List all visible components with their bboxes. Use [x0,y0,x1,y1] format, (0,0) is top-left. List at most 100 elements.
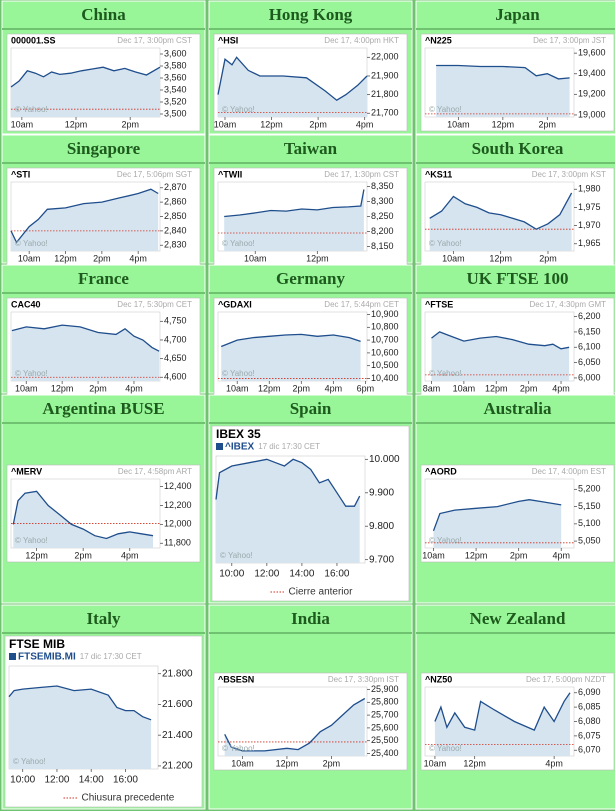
price-line [434,692,571,731]
watermark: © Yahoo! [429,239,462,248]
y-tick-label: 6,200 [578,311,601,321]
x-tick-label: 12:00 [44,775,69,786]
timestamp: Dec 17, 3:00pm KST [532,170,606,179]
y-tick-label: 6,070 [578,745,601,755]
x-tick-label: 12pm [65,119,88,129]
y-tick-label: 3,520 [164,96,187,106]
x-tick-label: 4pm [121,550,139,560]
x-tick-label: 10:00 [10,775,35,786]
timestamp: 17 dic 17:30 CET [80,652,142,661]
y-tick-label: 25,500 [371,735,399,745]
watermark: © Yahoo! [13,757,46,766]
x-tick-label: 12pm [54,253,77,263]
timestamp: 17 dic 17:30 CET [258,442,320,451]
y-tick-label: 10,700 [371,334,399,344]
x-tick-label: 12pm [489,253,512,263]
timestamp: Dec 17, 4:00pm EST [532,467,606,476]
y-tick-label: 6,090 [578,687,601,697]
y-tick-label: 4,600 [164,372,187,382]
area [431,331,570,381]
y-tick-label: 6,075 [578,730,601,740]
y-tick-label: 2,870 [164,182,187,192]
y-tick-label: 25,800 [371,697,399,707]
timestamp: Dec 17, 1:30pm CST [324,170,399,179]
x-tick-label: 10am [231,758,254,768]
price-line [431,331,570,350]
area [221,334,361,381]
area [216,459,360,563]
cell-title: UK FTSE 100 [466,269,568,288]
y-tick-label: 1,970 [578,220,601,230]
y-tick-label: 6,100 [578,342,601,352]
x-tick-label: 4pm [325,383,343,393]
x-tick-label: 10:00 [219,569,244,580]
y-tick-label: 21.400 [162,730,193,741]
y-tick-label: 10,400 [371,373,399,383]
watermark: © Yahoo! [220,551,253,560]
x-tick-label: 10am [226,383,249,393]
area [224,189,364,251]
y-tick-label: 9.800 [369,521,394,532]
y-tick-label: 8,250 [371,211,394,221]
x-tick-label: 10am [214,119,237,129]
symbol: ^FTSE [425,299,453,309]
y-tick-label: 5,150 [578,501,601,511]
y-tick-label: 21.800 [162,668,193,679]
symbol: ^GDAXI [218,299,252,309]
y-tick-label: 21.200 [162,761,193,772]
y-tick-label: 6,150 [578,326,601,336]
x-tick-label: 10am [422,550,445,560]
x-tick-label: 16:00 [113,775,138,786]
watermark: © Yahoo! [222,369,255,378]
area [11,325,160,381]
cell-title: Japan [495,5,540,24]
y-tick-label: 10,500 [371,360,399,370]
y-tick-label: 25,600 [371,722,399,732]
cell-title: Italy [87,609,122,628]
y-tick-label: 19,400 [578,68,606,78]
timestamp: Dec 17, 3:00pm CST [117,36,192,45]
watermark: © Yahoo! [429,369,462,378]
timestamp: Dec 17, 5:44pm CET [324,300,399,309]
price-line [432,499,562,532]
y-tick-label: 25,400 [371,748,399,758]
y-tick-label: 1,965 [578,238,601,248]
cell-title: Spain [290,399,332,418]
x-tick-label: 4pm [552,383,570,393]
y-tick-label: 3,580 [164,60,187,70]
timestamp: Dec 17, 5:06pm SGT [117,170,192,179]
x-tick-label: 12pm [260,119,283,129]
symbol: ^IBEX [225,442,255,453]
timestamp: Dec 17, 5:00pm NZDT [526,675,606,684]
x-tick-label: 12pm [485,383,508,393]
x-tick-label: 10am [453,383,476,393]
timestamp: Dec 17, 5:30pm CET [117,300,192,309]
x-tick-label: 12:00 [254,569,279,580]
x-tick-label: 4pm [356,119,374,129]
y-tick-label: 21,800 [371,89,399,99]
x-tick-label: 12pm [463,758,486,768]
y-tick-label: 8,200 [371,226,394,236]
x-tick-label: 2pm [539,253,557,263]
x-tick-label: 2pm [309,119,327,129]
watermark: © Yahoo! [15,239,48,248]
y-tick-label: 2,860 [164,197,187,207]
y-tick-label: 21.600 [162,699,193,710]
watermark: © Yahoo! [222,239,255,248]
y-tick-label: 11,800 [164,538,191,548]
y-tick-label: 4,700 [164,334,187,344]
y-tick-label: 1,975 [578,202,601,212]
price-line [220,333,361,348]
x-tick-label: 10am [424,758,447,768]
timestamp: Dec 17, 4:30pm GMT [530,300,607,309]
legend-label: Chiusura precedente [82,793,175,804]
price-line [429,192,573,230]
chart-name: IBEX 35 [216,427,261,441]
y-tick-label: 5,100 [578,518,601,528]
x-tick-label: 4pm [545,758,563,768]
y-tick-label: 4,750 [164,316,187,326]
area [433,499,562,548]
x-tick-label: 4pm [125,383,143,393]
watermark: © Yahoo! [429,105,462,114]
